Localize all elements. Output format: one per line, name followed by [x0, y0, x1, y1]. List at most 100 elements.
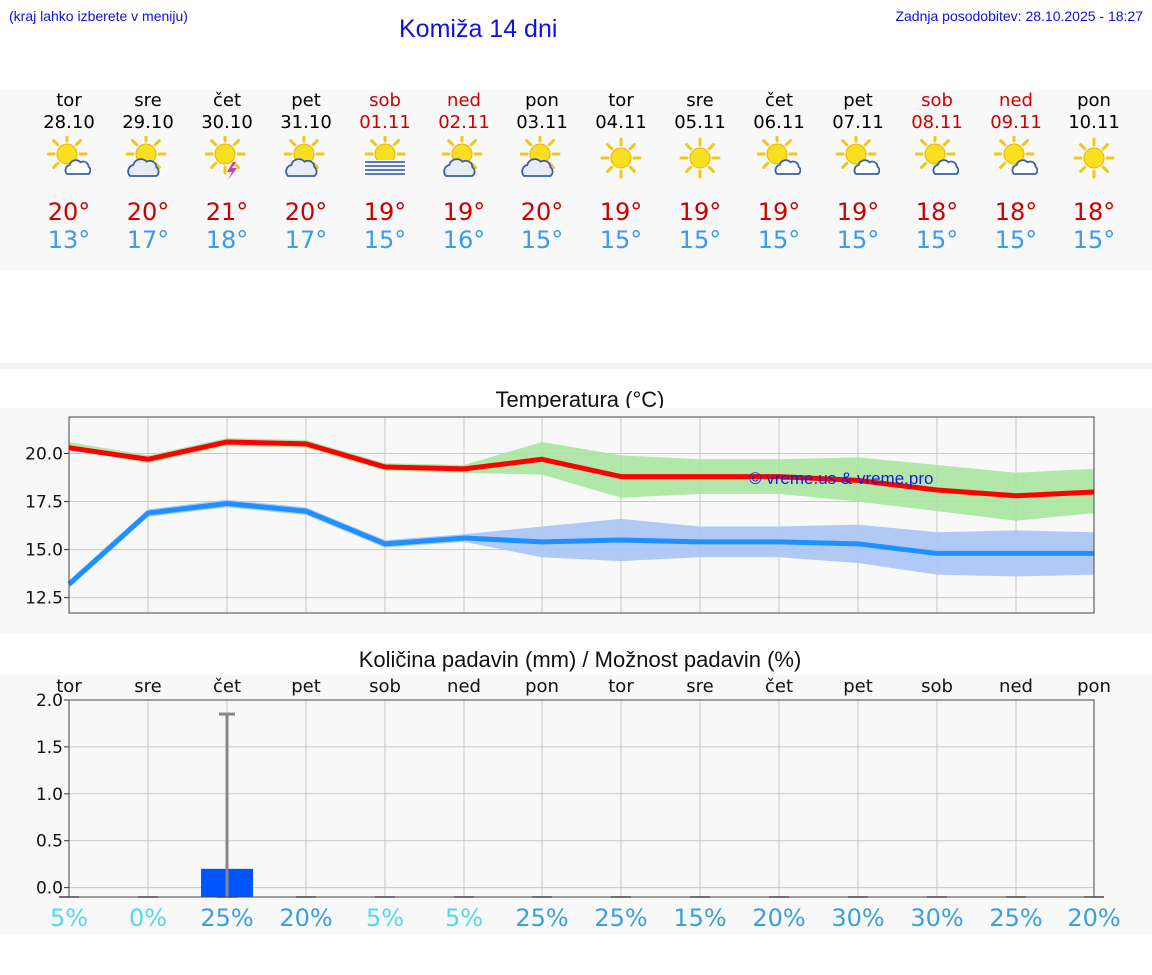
x-category-label: sob [369, 676, 401, 697]
max-temperature: 19° [599, 198, 643, 226]
max-temperature-band [69, 438, 1094, 521]
temperature-chart: 12.5 15.0 17.5 20.0 © vreme.us & vreme.pro [25, 416, 1095, 614]
min-temperature: 15° [363, 226, 407, 254]
precipitation-chart-title: Količina padavin (mm) / Možnost padavin … [358, 647, 802, 672]
min-temperature: 15° [678, 226, 722, 254]
day-name: pon [525, 90, 559, 111]
sun-cloud-icon [47, 136, 91, 175]
x-category-label: pet [843, 676, 873, 697]
precipitation-chance: 20% [1067, 904, 1121, 932]
y-tick-label: 20.0 [25, 445, 63, 465]
precipitation-chance: 20% [752, 904, 806, 932]
max-temperature: 18° [1072, 198, 1116, 226]
max-temperature: 21° [205, 198, 249, 226]
sun-cloud-icon [836, 136, 880, 175]
day-name: sre [134, 90, 162, 111]
day-name: čet [764, 90, 794, 111]
day-date: 31.10 [280, 112, 332, 133]
x-category-label: ned [999, 676, 1033, 697]
sun-icon [600, 137, 642, 179]
max-temperature: 20° [284, 198, 328, 226]
min-temperature: 15° [994, 226, 1038, 254]
x-category-label: čet [765, 676, 793, 697]
day-date: 07.11 [832, 112, 884, 133]
day-name: sre [686, 90, 714, 111]
day-date: 08.11 [911, 112, 963, 133]
sun-cloud-icon [915, 136, 959, 175]
sun-clouds-icon [284, 136, 325, 177]
day-date: 05.11 [674, 112, 726, 133]
day-name: pet [291, 90, 321, 111]
y-tick-label: 0.0 [36, 879, 63, 899]
precipitation-chance: 25% [200, 904, 254, 932]
y-tick-label: 12.5 [25, 589, 63, 609]
precipitation-chance: 5% [49, 904, 89, 932]
min-temperature: 17° [126, 226, 170, 254]
max-temperature: 20° [520, 198, 564, 226]
last-updated: Zadnja posodobitev: 28.10.2025 - 18:27 [895, 8, 1143, 24]
x-category-label: pet [291, 676, 321, 697]
max-temperature: 18° [994, 198, 1038, 226]
max-temperature: 19° [757, 198, 801, 226]
watermark: © vreme.us & vreme.pro [749, 469, 933, 488]
precipitation-panel: 0.0 0.5 1.0 1.5 2.0 tor sre čet pet sob ned pon tor s… [0, 675, 1152, 935]
day-name: čet [212, 90, 242, 111]
day-name: pet [843, 90, 873, 111]
min-temperature-line [67, 500, 1094, 587]
max-temperature: 19° [363, 198, 407, 226]
min-temperature: 17° [284, 226, 328, 254]
max-temperature: 20° [47, 198, 91, 226]
y-tick-label: 2.0 [36, 691, 63, 711]
plot-frame [68, 699, 1095, 898]
day-date: 03.11 [516, 112, 568, 133]
page-title: Komiža 14 dni [399, 15, 558, 43]
min-temperature: 15° [836, 226, 880, 254]
y-tick-label: 0.5 [36, 832, 63, 852]
min-temperature: 15° [520, 226, 564, 254]
max-temperature-line [68, 439, 1095, 499]
sun-fog-icon [363, 136, 407, 180]
precipitation-chance: 25% [989, 904, 1043, 932]
sun-icon [1073, 137, 1115, 179]
day-date: 09.11 [990, 112, 1042, 133]
max-temperature: 19° [836, 198, 880, 226]
day-date: 28.10 [43, 112, 95, 133]
y-tick-label: 1.0 [36, 785, 63, 805]
x-category-label: pon [1077, 676, 1111, 697]
x-category-label: pon [525, 676, 559, 697]
max-temperature: 19° [678, 198, 722, 226]
x-category-label: tor [56, 676, 82, 697]
min-temperature: 15° [915, 226, 959, 254]
day-date: 29.10 [122, 112, 174, 133]
max-temperature: 19° [442, 198, 486, 226]
x-category-label: sre [686, 676, 713, 697]
location-hint: (kraj lahko izberete v meniju) [9, 8, 188, 24]
precipitation-chance: 25% [594, 904, 648, 932]
precipitation-chance: 20% [279, 904, 333, 932]
precipitation-chance: 15% [673, 904, 727, 932]
x-category-label: sre [134, 676, 161, 697]
day-date: 02.11 [438, 112, 490, 133]
day-date: 06.11 [753, 112, 805, 133]
day-name: ned [999, 90, 1033, 111]
min-temperature: 18° [205, 226, 249, 254]
min-temperature: 16° [442, 226, 486, 254]
precipitation-chance: 0% [128, 904, 168, 932]
precipitation-chance: 30% [910, 904, 964, 932]
x-category-label: sob [921, 676, 953, 697]
temperature-chart-title: Temperatura (°C) [495, 387, 665, 412]
x-category-label: čet [213, 676, 241, 697]
day-name: sob [921, 90, 953, 111]
sun-cloud-icon [757, 136, 801, 175]
y-tick-label: 1.5 [36, 738, 63, 758]
x-category-label: tor [608, 676, 634, 697]
max-temperature: 18° [915, 198, 959, 226]
day-name: ned [447, 90, 481, 111]
sun-storm-icon [205, 136, 246, 180]
day-name: tor [608, 90, 634, 111]
day-date: 30.10 [201, 112, 253, 133]
sun-cloud-icon [994, 136, 1038, 175]
precipitation-chance: 25% [515, 904, 569, 932]
sun-clouds-icon [126, 136, 167, 177]
